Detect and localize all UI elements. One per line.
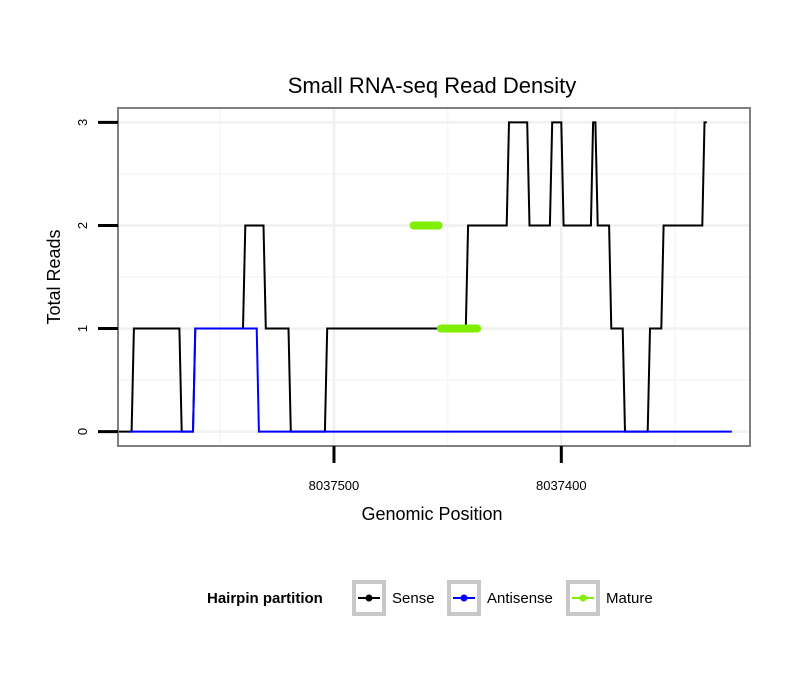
legend: Hairpin partition Sense Antisense Mature xyxy=(207,580,653,616)
plot-border xyxy=(117,107,751,447)
x-axis-title: Genomic Position xyxy=(361,504,502,524)
legend-label-mature: Mature xyxy=(606,590,653,607)
legend-title: Hairpin partition xyxy=(207,590,323,607)
legend-key-mature-point xyxy=(579,594,587,602)
legend-label-sense: Sense xyxy=(392,590,435,607)
series-layer xyxy=(118,121,732,433)
legend-key-sense-point xyxy=(365,594,373,602)
y-axis-ticks: 0 1 2 3 xyxy=(75,119,118,435)
legend-key-antisense-point xyxy=(460,594,468,602)
grid-minor xyxy=(118,108,750,446)
legend-label-antisense: Antisense xyxy=(487,590,553,607)
y-tick-label: 0 xyxy=(75,428,90,435)
y-tick-label: 2 xyxy=(75,222,90,229)
series-antisense-line xyxy=(129,327,732,433)
y-tick-label: 1 xyxy=(75,325,90,332)
x-axis-ticks: 8037500 8037400 xyxy=(309,446,587,493)
legend-keys: Sense Antisense Mature xyxy=(352,580,653,616)
x-tick-label: 8037400 xyxy=(536,478,587,493)
y-axis-title: Total Reads xyxy=(44,229,64,324)
y-tick-label: 3 xyxy=(75,119,90,126)
x-tick-label: 8037500 xyxy=(309,478,360,493)
chart-title: Small RNA-seq Read Density xyxy=(288,73,577,98)
